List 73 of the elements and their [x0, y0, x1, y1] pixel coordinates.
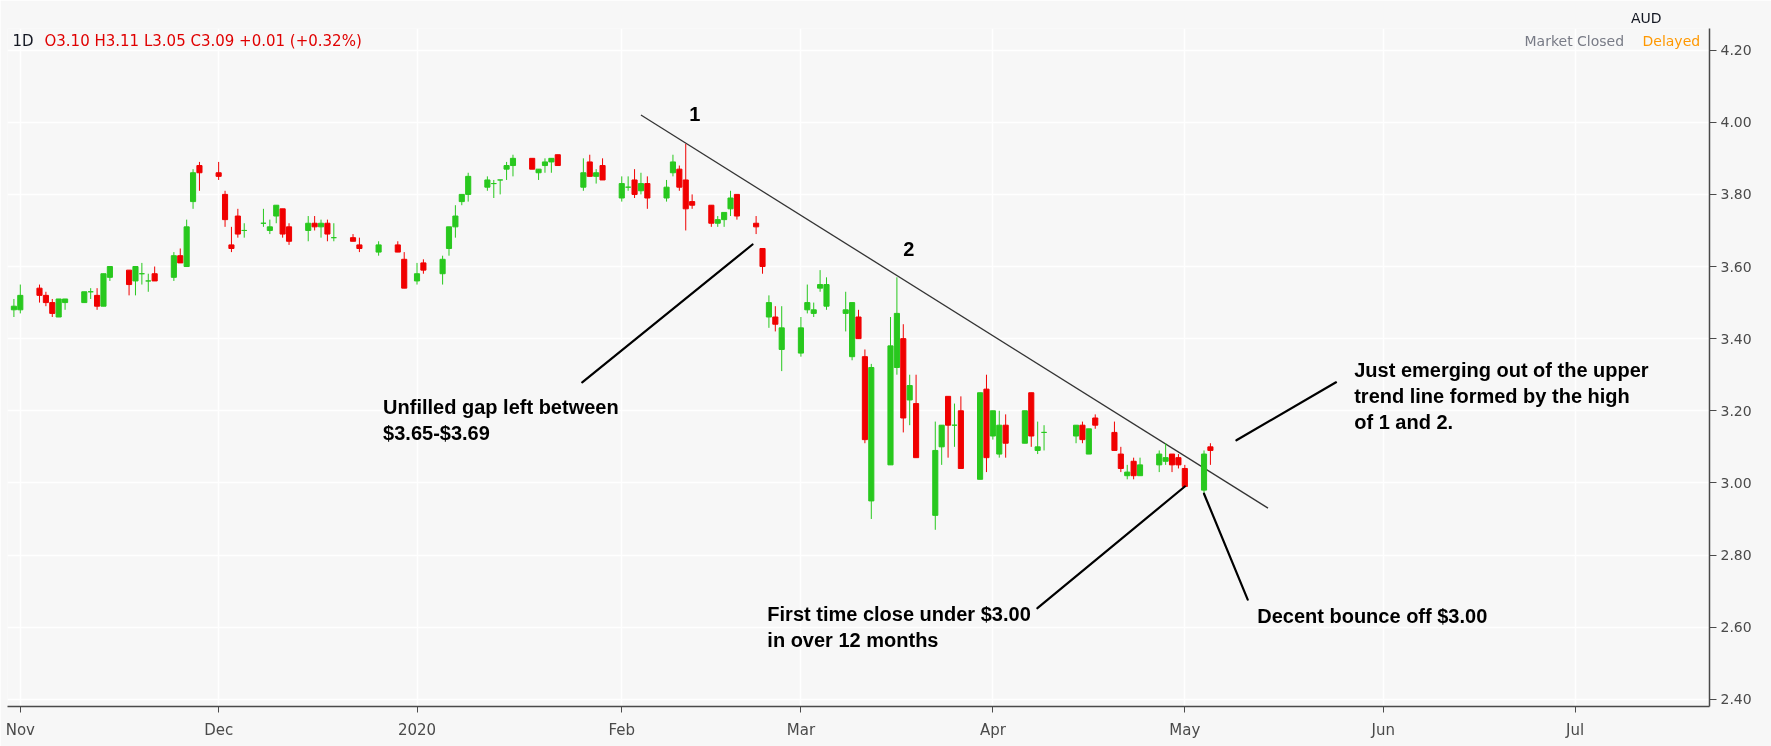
candlestick — [1117, 446, 1124, 473]
y-tick-label: 3.80 — [1720, 186, 1752, 203]
candlestick — [413, 262, 421, 286]
candlestick — [94, 287, 101, 311]
candlestick — [305, 215, 312, 242]
candlestick — [215, 161, 222, 181]
annotation: Delayed — [1642, 32, 1701, 49]
candlestick — [1034, 421, 1041, 455]
y-tick-label: 2.60 — [1720, 619, 1752, 636]
candlestick — [586, 154, 593, 177]
candlestick — [759, 247, 766, 275]
candlestick — [317, 219, 325, 239]
y-tick-label: 3.20 — [1720, 402, 1752, 419]
candlestick — [1111, 421, 1118, 451]
candlestick — [1079, 421, 1086, 444]
candlestick — [580, 157, 587, 192]
y-tick-label: 4.00 — [1720, 114, 1752, 131]
y-tick-label: 4.20 — [1720, 42, 1752, 59]
candlestick — [273, 204, 280, 224]
y-axis-title: AUD — [1630, 10, 1662, 26]
candlestick — [637, 172, 645, 195]
annotation: Unfilled gap left between $3.65-$3.69 — [383, 396, 619, 445]
candlestick — [1136, 457, 1144, 477]
y-tick-label: 3.60 — [1720, 258, 1752, 275]
x-tick-label: Dec — [204, 720, 234, 739]
candlestick — [196, 161, 203, 192]
y-tick-label: 2.80 — [1720, 547, 1752, 564]
candlestick — [631, 168, 638, 199]
candlestick — [938, 424, 945, 466]
annotation: Just emerging out of the upper trend line formed by the high of 1 and 2. — [1354, 359, 1649, 434]
x-tick-label: Jul — [1565, 720, 1585, 739]
x-tick-label: Nov — [5, 720, 36, 739]
chart-subtitle: O3.10 H3.11 L3.05 C3.09 +0.01 (+0.32%) — [44, 31, 362, 50]
candlestick — [708, 204, 715, 228]
candlestick — [753, 215, 760, 235]
x-tick-label: Jun — [1370, 720, 1395, 739]
candlestick — [733, 193, 740, 221]
annotation: Decent bounce off $3.00 — [1257, 605, 1488, 628]
candlestick — [906, 374, 913, 426]
annotation: 2 — [903, 238, 915, 261]
candlestick — [1207, 442, 1214, 466]
x-tick-label: Apr — [979, 720, 1007, 739]
candlestick — [1072, 424, 1080, 444]
candlestick — [234, 208, 241, 239]
candlestick — [228, 226, 235, 253]
candlestick — [663, 179, 670, 203]
x-tick-label: 2020 — [397, 720, 437, 739]
candlestick — [778, 305, 785, 372]
x-tick-label: May — [1169, 720, 1201, 739]
x-tick-label: Mar — [786, 720, 816, 739]
candlestick — [669, 154, 676, 177]
candlestick — [765, 294, 772, 329]
candlestick — [1002, 413, 1009, 459]
candlestick — [1130, 457, 1137, 480]
candlestick — [439, 255, 446, 286]
candlestick — [855, 309, 862, 340]
y-tick-label: 3.40 — [1720, 330, 1752, 347]
annotation: First time close under $3.00 in over 12 months — [767, 603, 1031, 652]
candlestick — [644, 175, 651, 210]
y-tick-label: 3.00 — [1720, 474, 1752, 491]
y-tick-label: 2.40 — [1720, 691, 1752, 708]
candlestick — [324, 219, 331, 242]
annotation: Market Closed — [1524, 32, 1625, 49]
x-tick-label: Feb — [608, 720, 636, 739]
chart-title: 1D — [12, 31, 34, 50]
candlestick — [170, 251, 177, 282]
candlestick — [497, 179, 504, 195]
candlestick — [727, 190, 734, 217]
candlestick — [599, 157, 606, 181]
candlestick — [145, 273, 152, 293]
candlestick — [126, 269, 133, 296]
annotation: 1 — [689, 102, 701, 125]
candlestick — [772, 305, 779, 332]
